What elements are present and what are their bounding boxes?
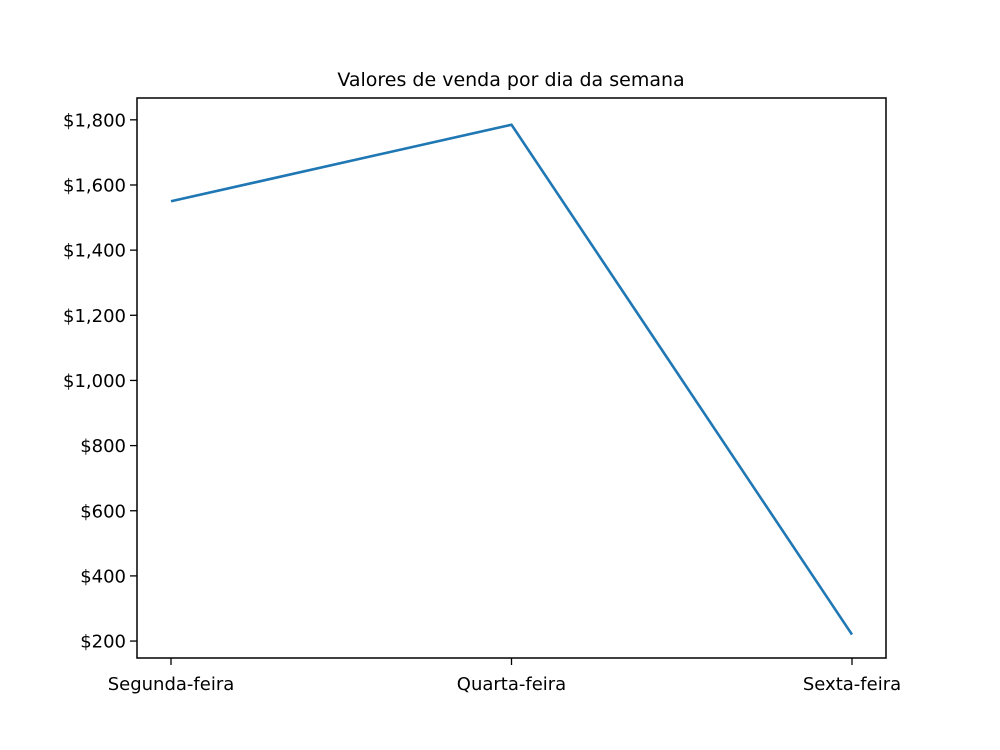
x-tick-label: Segunda-feira [108, 674, 235, 695]
y-tick-label: $1,000 [63, 371, 126, 392]
y-tick-label: $1,200 [63, 306, 126, 327]
y-tick-label: $200 [80, 632, 126, 653]
y-axis: $200 $400 $600 $800 $1,000 $1,200 $1,400 $1,600… [63, 110, 137, 653]
series-line-0 [170, 123, 854, 636]
x-tick-label: Quarta-feira [457, 674, 566, 695]
y-tick-label: $400 [80, 566, 126, 587]
chart-title: Valores de venda por dia da semana [337, 69, 684, 91]
y-tick-label: $600 [80, 501, 126, 522]
y-tick-label: $800 [80, 436, 126, 457]
y-tick-label: $1,800 [63, 110, 126, 131]
plot-area [170, 123, 854, 636]
x-tick-label: Sexta-feira [803, 674, 901, 695]
x-axis: Segunda-feira Quarta-feira Sexta-feira [108, 658, 901, 695]
y-tick-label: $1,400 [63, 241, 126, 262]
y-tick-label: $1,600 [63, 175, 126, 196]
